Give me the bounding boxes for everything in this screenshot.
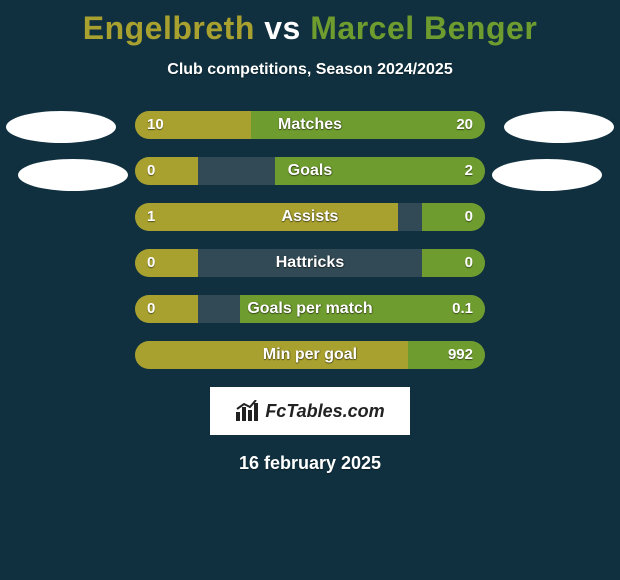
stat-bar-left-fill: [135, 249, 198, 277]
logo-text: FcTables.com: [265, 401, 384, 422]
logo-box: FcTables.com: [210, 387, 410, 435]
stat-bar: 1020Matches: [135, 111, 485, 139]
comparison-infographic: Engelbreth vs Marcel Benger Club competi…: [0, 0, 620, 580]
stat-bar-left-fill: [135, 157, 198, 185]
stat-bar: 00.1Goals per match: [135, 295, 485, 323]
player2-name: Marcel Benger: [310, 10, 537, 46]
stat-bar-right-fill: [422, 203, 485, 231]
stat-bar-right-fill: [408, 341, 485, 369]
stat-bar: 02Goals: [135, 157, 485, 185]
date-text: 16 february 2025: [0, 453, 620, 474]
stat-bar-left-fill: [135, 295, 198, 323]
stat-bar-right-fill: [251, 111, 486, 139]
avatar-placeholder: [492, 159, 602, 191]
chart-area: 1020Matches 02Goals 10Assists 00Hattricks 00…: [0, 111, 620, 369]
avatar-placeholder: [18, 159, 128, 191]
stat-bar: 00Hattricks: [135, 249, 485, 277]
stat-bar-right-fill: [422, 249, 485, 277]
avatar-placeholder: [504, 111, 614, 143]
stat-bar-left-fill: [135, 203, 398, 231]
page-title: Engelbreth vs Marcel Benger: [0, 0, 620, 47]
vs-separator: vs: [264, 10, 301, 46]
stat-bar-right-fill: [240, 295, 485, 323]
avatar-placeholder: [6, 111, 116, 143]
logo-chart-icon: [235, 400, 261, 422]
stat-bar-left-fill: [135, 111, 251, 139]
stat-bar-right-fill: [275, 157, 485, 185]
stat-bar: 10Assists: [135, 203, 485, 231]
stat-bar: 992Min per goal: [135, 341, 485, 369]
subtitle: Club competitions, Season 2024/2025: [0, 61, 620, 79]
stat-bar-left-fill: [135, 341, 408, 369]
player1-name: Engelbreth: [83, 10, 255, 46]
